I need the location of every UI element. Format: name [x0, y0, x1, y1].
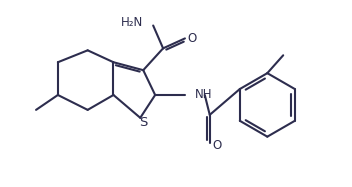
Text: S: S: [139, 116, 147, 129]
Text: H₂N: H₂N: [121, 16, 143, 29]
Text: O: O: [187, 32, 196, 45]
Text: NH: NH: [195, 88, 212, 102]
Text: O: O: [212, 139, 221, 152]
